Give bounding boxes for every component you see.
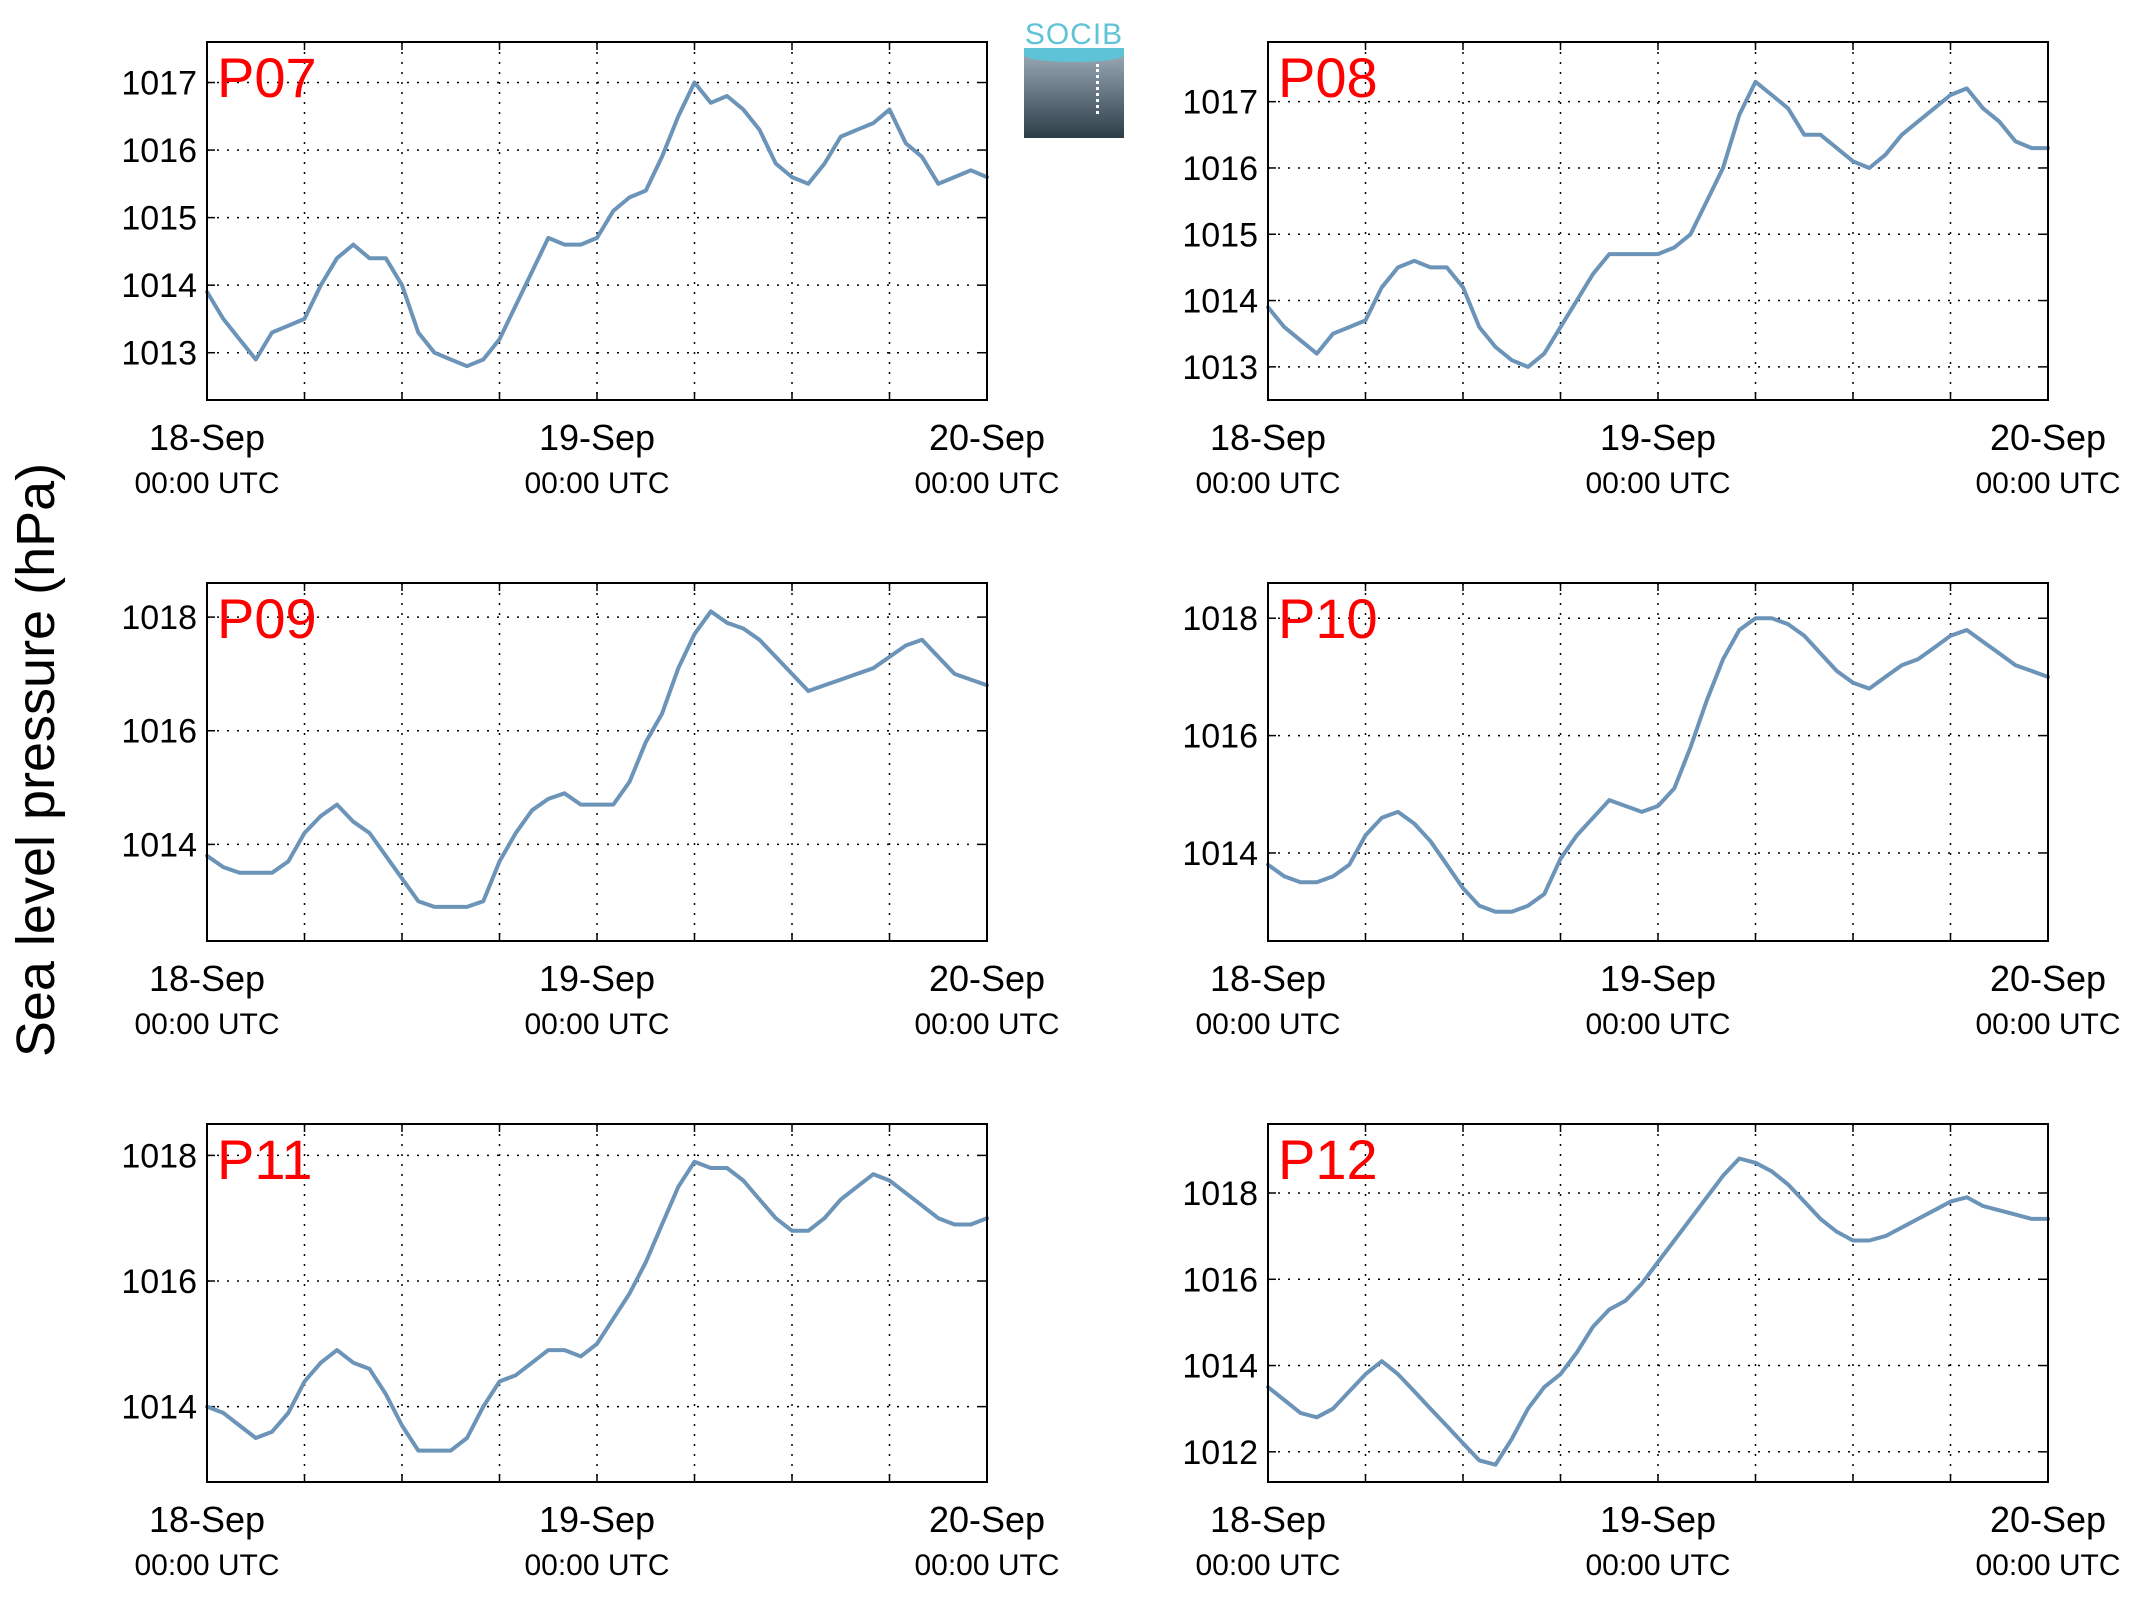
x-tick-label-date: 19-Sep	[1600, 1499, 1716, 1540]
panel-p09: 1014 1016 1018 18-Sep 00:00 UTC 19-Sep 00:00 U…	[121, 582, 1060, 1041]
y-tick-label: 1018	[1182, 1175, 1258, 1213]
panel-p11: 1014 1016 1018 18-Sep 00:00 UTC 19-Sep 00:00 U…	[121, 1123, 1060, 1582]
x-tick-label-time: 00:00 UTC	[914, 467, 1059, 500]
axes-frame	[206, 1123, 988, 1483]
y-tick-label: 1013	[121, 335, 197, 373]
axes-frame	[206, 582, 988, 942]
x-tick-label-time: 00:00 UTC	[1195, 1008, 1340, 1041]
y-tick-label: 1014	[1182, 835, 1258, 873]
x-tick-label-date: 20-Sep	[929, 958, 1045, 999]
y-tick-label: 1016	[121, 1263, 197, 1301]
axes-frame	[1267, 41, 2049, 401]
x-tick-label-time: 00:00 UTC	[1585, 1549, 1730, 1582]
logo-dots-icon	[1096, 64, 1099, 114]
y-tick-label: 1014	[121, 267, 197, 305]
y-tick-label: 1016	[1182, 150, 1258, 188]
x-tick-label-date: 18-Sep	[1210, 958, 1326, 999]
panel-label: P08	[1278, 46, 1378, 109]
axes-frame	[206, 41, 988, 401]
x-tick-label-time: 00:00 UTC	[914, 1549, 1059, 1582]
y-tick-label: 1016	[121, 713, 197, 751]
y-tick-label: 1018	[1182, 600, 1258, 638]
y-tick-label: 1015	[1182, 216, 1258, 254]
panel-p08: 1013 1014 1015 1016 1017 18-Sep 00:00 UTC 19-Se…	[1182, 41, 2121, 500]
x-tick-label-time: 00:00 UTC	[134, 467, 279, 500]
y-tick-label: 1016	[1182, 718, 1258, 756]
x-tick-label-date: 19-Sep	[1600, 417, 1716, 458]
logo-wave-icon	[1024, 48, 1124, 62]
panel-label: P11	[217, 1128, 312, 1191]
axes-frame	[1267, 582, 2049, 942]
panel-label: P12	[1278, 1128, 1378, 1191]
panel-label: P10	[1278, 587, 1378, 650]
x-tick-label-date: 18-Sep	[1210, 417, 1326, 458]
x-tick-label-date: 19-Sep	[539, 958, 655, 999]
x-tick-label-date: 18-Sep	[149, 417, 265, 458]
axes-frame	[1267, 1123, 2049, 1483]
y-tick-label: 1015	[121, 200, 197, 238]
x-tick-label-time: 00:00 UTC	[1195, 1549, 1340, 1582]
x-tick-label-date: 20-Sep	[929, 1499, 1045, 1540]
panel-label: P09	[217, 587, 317, 650]
series-line-p07	[205, 80, 989, 369]
series-line-p10	[1266, 616, 2050, 914]
x-tick-label-time: 00:00 UTC	[524, 1549, 669, 1582]
x-tick-label-date: 20-Sep	[1990, 1499, 2106, 1540]
series-line-p11	[205, 1159, 989, 1453]
x-tick-label-time: 00:00 UTC	[524, 467, 669, 500]
y-tick-label: 1018	[121, 1137, 197, 1175]
y-tick-label: 1014	[121, 826, 197, 864]
y-tick-label: 1012	[1182, 1434, 1258, 1472]
y-tick-label: 1014	[121, 1389, 197, 1427]
x-tick-label-time: 00:00 UTC	[1585, 467, 1730, 500]
logo-block-icon	[1024, 54, 1124, 138]
y-tick-label: 1014	[1182, 1348, 1258, 1386]
y-tick-label: 1016	[1182, 1261, 1258, 1299]
x-tick-label-date: 20-Sep	[1990, 417, 2106, 458]
x-tick-label-date: 20-Sep	[929, 417, 1045, 458]
x-tick-label-date: 19-Sep	[1600, 958, 1716, 999]
series-line-p09	[205, 609, 989, 909]
series-line-p08	[1266, 79, 2050, 369]
logo-text: SOCIB	[1024, 18, 1124, 51]
x-tick-label-date: 18-Sep	[149, 958, 265, 999]
panel-label: P07	[217, 46, 317, 109]
x-tick-label-time: 00:00 UTC	[1975, 1008, 2120, 1041]
x-tick-label-date: 19-Sep	[539, 417, 655, 458]
y-tick-label: 1018	[121, 599, 197, 637]
x-tick-label-time: 00:00 UTC	[1975, 467, 2120, 500]
panel-group: 1013 1014 1015 1016 1017 18-Sep 00:00 UTC 19-Se…	[121, 41, 2121, 1582]
x-tick-label-time: 00:00 UTC	[524, 1008, 669, 1041]
panel-p10: 1014 1016 1018 18-Sep 00:00 UTC 19-Sep 00:00 U…	[1182, 582, 2121, 1041]
x-tick-label-time: 00:00 UTC	[134, 1008, 279, 1041]
x-tick-label-time: 00:00 UTC	[1195, 467, 1340, 500]
y-tick-label: 1013	[1182, 349, 1258, 387]
y-tick-label: 1014	[1182, 283, 1258, 321]
y-tick-label: 1017	[1182, 84, 1258, 122]
y-tick-label: 1016	[121, 132, 197, 170]
x-tick-label-date: 18-Sep	[1210, 1499, 1326, 1540]
y-tick-label: 1017	[121, 65, 197, 103]
x-tick-label-time: 00:00 UTC	[134, 1549, 279, 1582]
x-tick-label-date: 20-Sep	[1990, 958, 2106, 999]
x-tick-label-date: 19-Sep	[539, 1499, 655, 1540]
socib-logo: SOCIB	[1024, 18, 1124, 138]
x-tick-label-time: 00:00 UTC	[914, 1008, 1059, 1041]
series-line-p12	[1266, 1156, 2050, 1467]
x-tick-label-time: 00:00 UTC	[1975, 1549, 2120, 1582]
panel-p12: 1012 1014 1016 1018 18-Sep 00:00 UTC 19-Sep 00:…	[1182, 1123, 2121, 1582]
x-tick-label-time: 00:00 UTC	[1585, 1008, 1730, 1041]
x-tick-label-date: 18-Sep	[149, 1499, 265, 1540]
panel-p07: 1013 1014 1015 1016 1017 18-Sep 00:00 UTC 19-Se…	[121, 41, 1060, 500]
